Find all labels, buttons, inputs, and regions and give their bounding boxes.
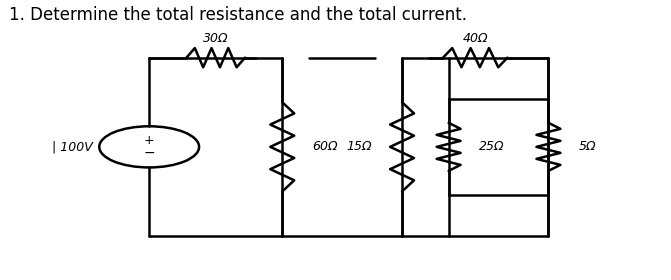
Text: 40Ω: 40Ω [462, 32, 488, 45]
Text: 15Ω: 15Ω [347, 140, 372, 153]
Text: 25Ω: 25Ω [478, 140, 504, 153]
Text: 1. Determine the total resistance and the total current.: 1. Determine the total resistance and th… [9, 6, 468, 24]
Text: 60Ω: 60Ω [312, 140, 338, 153]
Text: −: − [144, 146, 155, 160]
Bar [449, 99, 548, 195]
Text: 5Ω: 5Ω [578, 140, 596, 153]
Text: 30Ω: 30Ω [203, 32, 228, 45]
Text: | 100V: | 100V [52, 140, 93, 153]
Text: +: + [144, 134, 154, 146]
